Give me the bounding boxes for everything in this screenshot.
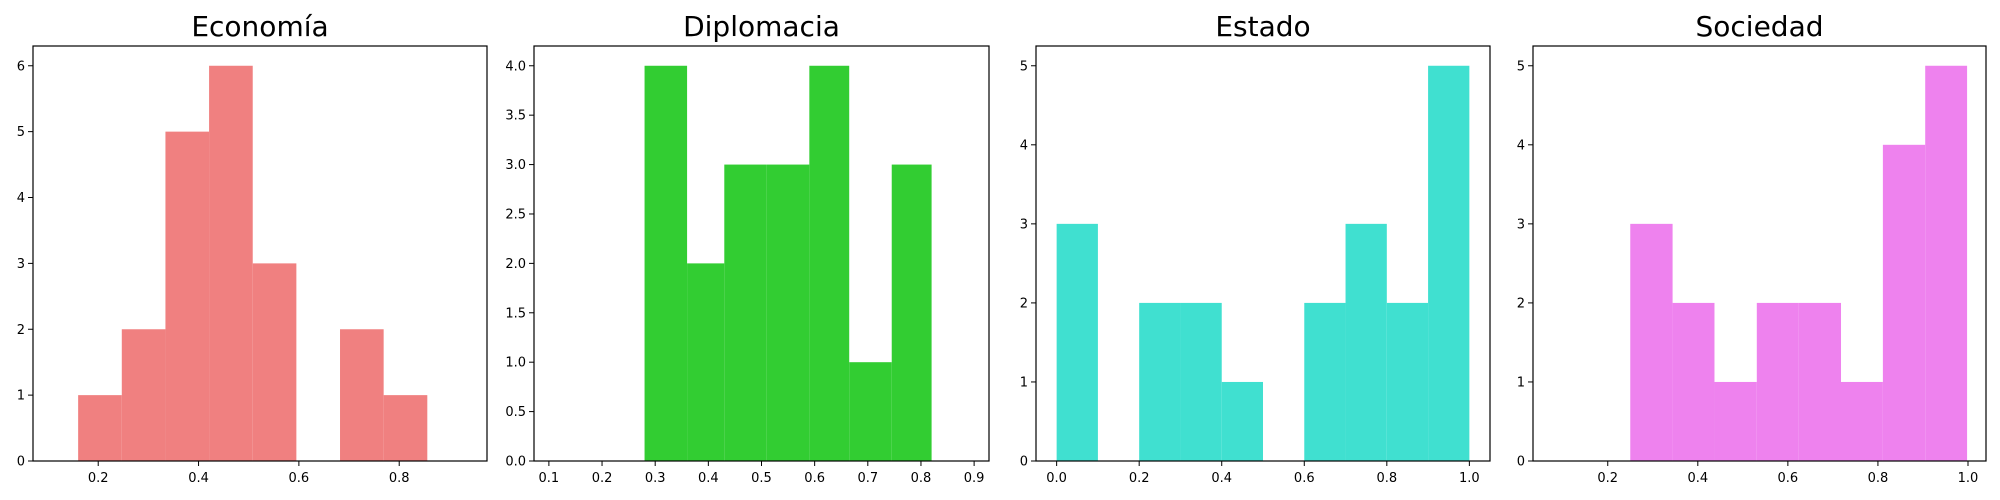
y-tick-label: 5: [1517, 59, 1525, 74]
x-tick-label: 0.4: [698, 471, 719, 486]
x-tick-label: 0.5: [751, 471, 772, 486]
histogram-bar: [1925, 65, 1968, 461]
x-tick-label: 0.2: [88, 471, 109, 486]
x-tick-label: 1.0: [1958, 471, 1979, 486]
y-tick-label: 0: [1020, 455, 1028, 470]
histogram-bar: [1345, 223, 1387, 461]
histogram-bar: [1798, 302, 1842, 461]
histogram-bar: [724, 164, 767, 462]
histogram-bar: [340, 329, 384, 461]
histogram-bar: [1386, 302, 1429, 461]
y-tick-label: 0: [17, 455, 25, 470]
y-tick-label: 1: [1020, 375, 1028, 390]
histogram-bar: [1428, 65, 1470, 461]
panel-title: Estado: [1215, 10, 1310, 43]
histogram-bar: [1630, 223, 1673, 461]
histogram-bar: [644, 65, 688, 461]
y-tick-label: 2.0: [505, 257, 526, 272]
histogram-bar: [687, 263, 725, 461]
histogram-bar: [165, 131, 210, 461]
histogram-bar: [1180, 302, 1222, 461]
x-tick-label: 0.2: [1129, 471, 1150, 486]
axes-frame: [1035, 45, 1491, 462]
x-tick-label: 0.4: [1687, 471, 1708, 486]
y-tick-label: 0: [1517, 455, 1525, 470]
y-tick-label: 3: [1020, 217, 1028, 232]
y-tick-label: 1: [1517, 375, 1525, 390]
histogram-bar: [1139, 302, 1181, 461]
histogram-bar: [766, 164, 810, 462]
y-tick-label: 3.0: [505, 158, 526, 173]
x-tick-label: 0.8: [1376, 471, 1397, 486]
x-tick-label: 0.3: [645, 471, 666, 486]
histogram-bar: [121, 329, 166, 461]
axes-frame: [32, 45, 488, 462]
histogram-bar: [252, 263, 297, 461]
panel-title: Sociedad: [1695, 10, 1823, 43]
x-tick-label: 0.4: [1211, 471, 1232, 486]
y-tick-label: 3: [1517, 217, 1525, 232]
x-tick-label: 0.2: [592, 471, 613, 486]
x-tick-label: 0.8: [1868, 471, 1889, 486]
histogram-bar: [1841, 381, 1883, 461]
histogram-bar: [209, 65, 253, 461]
panel-economia: Economía 0.2 0.4 0.6 0.8 0 1 2 3 4 5 6: [17, 10, 488, 486]
axes-frame: [1532, 45, 1987, 462]
y-tick-label: 4: [17, 191, 25, 206]
panel-sociedad: Sociedad 0.2 0.4 0.6 0.8 1.0 0 1 2 3 4 5: [1517, 10, 1987, 486]
histogram-bar: [383, 395, 428, 461]
x-tick-label: 0.8: [911, 471, 932, 486]
x-tick-label: 0.6: [1778, 471, 1799, 486]
histogram-bar: [1714, 381, 1757, 461]
y-tick-label: 2: [1517, 296, 1525, 311]
y-tick-label: 6: [17, 59, 25, 74]
y-tick-label: 4: [1517, 138, 1525, 153]
x-tick-label: 0.6: [1294, 471, 1315, 486]
x-tick-label: 0.6: [804, 471, 825, 486]
y-tick-label: 2: [1020, 296, 1028, 311]
x-tick-label: 0.2: [1597, 471, 1618, 486]
y-tick-label: 1.5: [505, 306, 526, 321]
y-tick-label: 0.5: [505, 405, 526, 420]
y-tick-label: 3.5: [505, 109, 526, 124]
x-tick-label: 0.4: [188, 471, 209, 486]
x-tick-label: 0.0: [1046, 471, 1067, 486]
histogram-bar: [891, 164, 932, 462]
x-tick-label: 0.6: [289, 471, 310, 486]
y-tick-label: 1: [17, 389, 25, 404]
y-tick-label: 2.5: [505, 207, 526, 222]
x-tick-label: 0.7: [857, 471, 878, 486]
histogram-bar: [1882, 144, 1926, 462]
histogram-bar: [1672, 302, 1715, 461]
histogram-bar: [849, 362, 892, 461]
x-tick-label: 0.9: [964, 471, 985, 486]
histogram-bar: [1756, 302, 1799, 461]
x-tick-label: 1.0: [1459, 471, 1480, 486]
y-tick-label: 4.0: [505, 59, 526, 74]
histogram-bar: [78, 395, 122, 461]
y-tick-label: 3: [17, 257, 25, 272]
y-tick-label: 2: [17, 323, 25, 338]
y-tick-label: 0.0: [505, 455, 526, 470]
y-tick-label: 5: [1020, 59, 1028, 74]
y-tick-label: 4: [1020, 138, 1028, 153]
y-tick-label: 1.0: [505, 356, 526, 371]
histogram-bar: [1221, 381, 1263, 461]
histogram-bar: [1056, 223, 1098, 461]
panel-diplomacia: Diplomacia 0.1 0.2 0.3 0.4 0.5 0.6 0.7 0.8 0.9 0.…: [505, 10, 990, 486]
panel-estado: Estado 0.0 0.2 0.4 0.6 0.8 1.0 0 1 2 3 4 5: [1020, 10, 1491, 486]
panel-title: Economía: [191, 10, 328, 43]
panel-title: Diplomacia: [683, 10, 840, 43]
histogram-bar: [1304, 302, 1346, 461]
y-tick-label: 5: [17, 125, 25, 140]
histogram-bar: [809, 65, 850, 461]
x-tick-label: 0.1: [539, 471, 560, 486]
x-tick-label: 0.8: [389, 471, 410, 486]
